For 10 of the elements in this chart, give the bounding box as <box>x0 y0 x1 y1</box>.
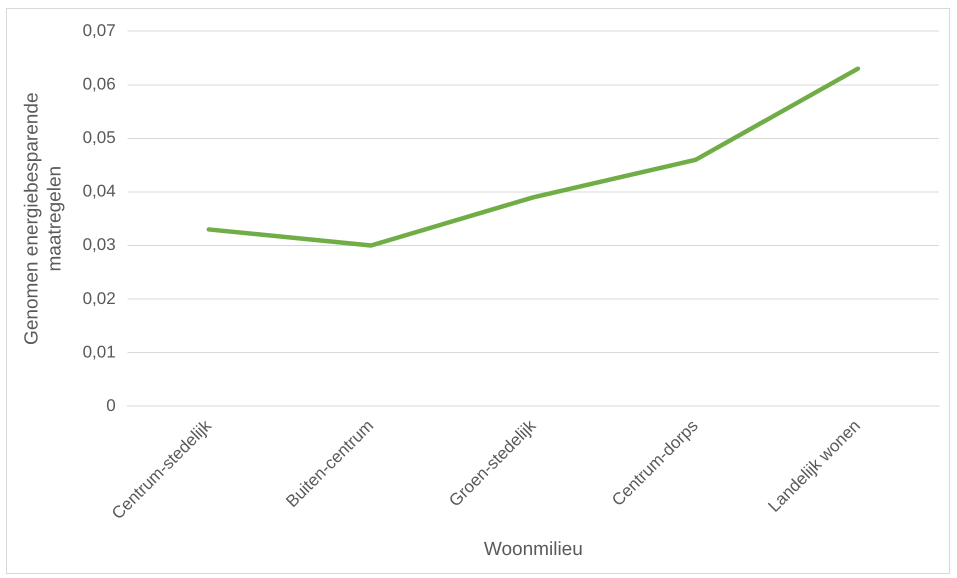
y-axis-title: Genomen energiebesparende maatregelen <box>22 92 66 345</box>
y-tick-label: 0,01 <box>82 342 116 362</box>
y-tick-label: 0,05 <box>82 128 116 148</box>
y-tick-label: 0,07 <box>82 20 116 40</box>
y-tick-label: 0,02 <box>82 288 116 308</box>
y-tick-label: 0,03 <box>82 235 116 254</box>
x-axis-title: Woonmilieu <box>484 538 583 560</box>
y-tick-label: 0,06 <box>82 74 116 94</box>
y-tick-label: 0 <box>106 396 116 415</box>
y-tick-label: 0,04 <box>82 182 116 201</box>
